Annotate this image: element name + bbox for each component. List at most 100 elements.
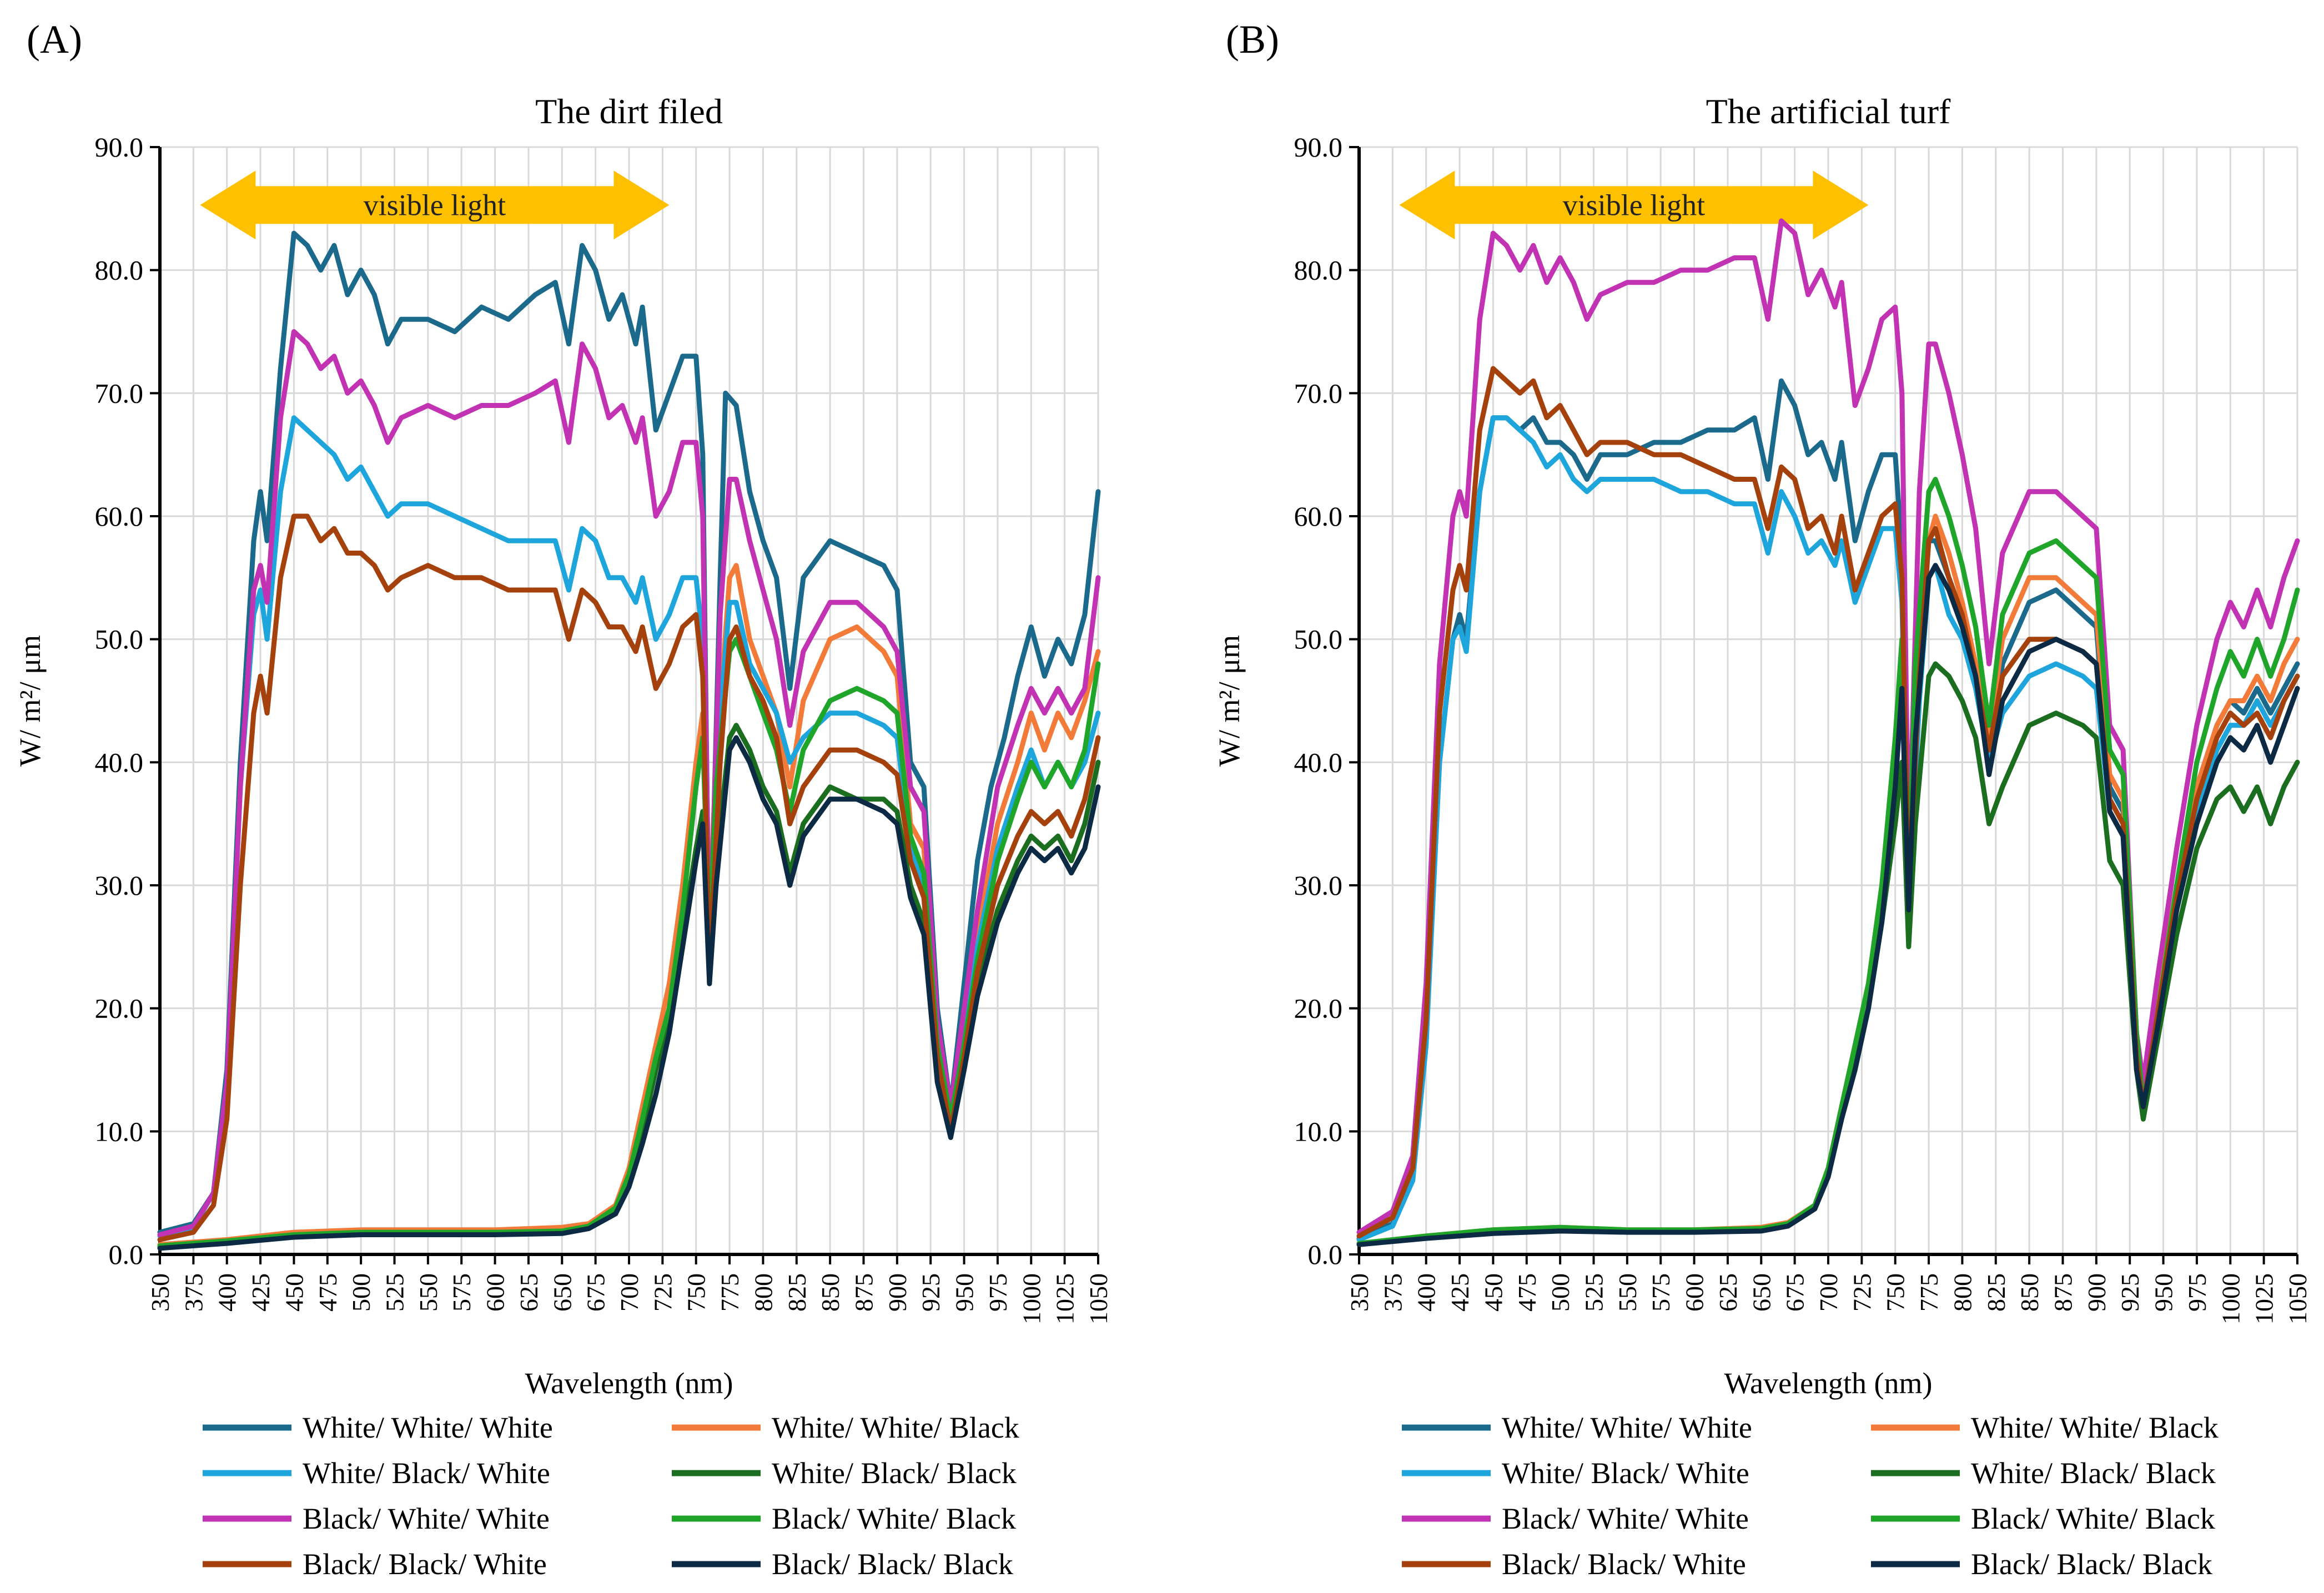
x-tick-label: 875	[2049, 1273, 2077, 1312]
legend-label: White/ Black/ Black	[772, 1456, 1017, 1490]
legend-label: White/ White/ White	[1502, 1411, 1752, 1444]
x-axis-title: Wavelength (nm)	[1724, 1367, 1932, 1400]
x-tick-label: 750	[1882, 1273, 1910, 1312]
x-tick-label: 525	[1580, 1273, 1608, 1312]
x-tick-label: 1050	[1084, 1273, 1113, 1324]
x-tick-label: 825	[1982, 1273, 2010, 1312]
legend-label: White/ White/ Black	[1971, 1411, 2219, 1444]
x-tick-label: 775	[716, 1273, 744, 1312]
chart-dirt-field: (A) The dirt filed 350 375 400 425 450 475 500 52…	[13, 17, 1113, 1581]
y-axis-title: W/ m²/ μm	[13, 635, 47, 767]
chart-title: The dirt filed	[535, 92, 723, 131]
x-tick-label: 1000	[1017, 1273, 1045, 1324]
panel-label: (A)	[27, 17, 82, 62]
x-tick-label: 750	[682, 1273, 711, 1312]
x-tick-label: 575	[1647, 1273, 1675, 1312]
x-tick-label: 850	[816, 1273, 844, 1312]
x-tick-label: 900	[883, 1273, 912, 1312]
y-tick-label: 60.0	[1294, 501, 1343, 532]
legend-label: Black/ White/ Black	[772, 1502, 1016, 1535]
series-line	[157, 735, 1101, 1251]
series-line	[1356, 563, 2300, 1247]
y-tick-label: 80.0	[95, 255, 144, 286]
legend-label: White/ Black/ Black	[1971, 1456, 2216, 1490]
series-line	[157, 329, 1101, 1237]
y-tick-label: 30.0	[1294, 870, 1343, 901]
x-tick-label: 425	[247, 1273, 275, 1312]
x-tick-label: 350	[1345, 1273, 1374, 1312]
x-tick-label: 575	[447, 1273, 476, 1312]
y-tick-label: 70.0	[95, 377, 144, 409]
x-tick-label: 900	[2082, 1273, 2111, 1312]
x-tick-label: 500	[347, 1273, 375, 1312]
x-tick-label: 725	[648, 1273, 677, 1312]
legend-label: White/ White/ Black	[772, 1411, 1019, 1444]
x-tick-label: 400	[1412, 1273, 1441, 1312]
x-tick-label: 525	[381, 1273, 409, 1312]
x-tick-label: 700	[615, 1273, 643, 1312]
x-tick-label: 450	[280, 1273, 308, 1312]
x-tick-label: 800	[1948, 1273, 1976, 1312]
legend-label: Black/ Black/ Black	[772, 1547, 1013, 1581]
x-tick-label: 650	[1747, 1273, 1775, 1312]
x-tick-label: 725	[1848, 1273, 1876, 1312]
y-tick-label: 50.0	[1294, 624, 1343, 655]
legend-label: Black/ White/ White	[1502, 1502, 1749, 1535]
y-tick-label: 0.0	[1308, 1239, 1343, 1270]
x-tick-label: 1000	[2216, 1273, 2245, 1324]
x-tick-label: 550	[1613, 1273, 1642, 1312]
y-tick-label: 30.0	[95, 870, 144, 901]
x-tick-label: 475	[1513, 1273, 1541, 1312]
x-tick-label: 650	[548, 1273, 576, 1312]
x-tick-label: 925	[2116, 1273, 2144, 1312]
x-axis-title: Wavelength (nm)	[525, 1367, 733, 1400]
y-tick-label: 80.0	[1294, 255, 1343, 286]
legend-label: White/ Black/ White	[1502, 1456, 1749, 1490]
x-tick-label: 1025	[2250, 1273, 2278, 1324]
y-tick-label: 40.0	[1294, 747, 1343, 778]
x-tick-label: 625	[515, 1273, 543, 1312]
x-tick-label: 950	[2150, 1273, 2178, 1312]
x-tick-label: 825	[783, 1273, 811, 1312]
x-tick-label: 475	[314, 1273, 342, 1312]
visible-light-arrow	[200, 170, 670, 240]
visible-light-arrow	[1399, 170, 1869, 240]
y-tick-label: 0.0	[109, 1239, 144, 1270]
x-tick-label: 675	[1781, 1273, 1809, 1312]
x-tick-label: 375	[1379, 1273, 1407, 1312]
x-tick-label: 425	[1446, 1273, 1474, 1312]
legend-label: White/ White/ White	[303, 1411, 553, 1444]
x-tick-label: 600	[481, 1273, 510, 1312]
x-tick-label: 450	[1479, 1273, 1507, 1312]
x-tick-label: 850	[2015, 1273, 2044, 1312]
x-tick-label: 975	[984, 1273, 1012, 1312]
x-tick-label: 400	[213, 1273, 242, 1312]
legend-label: White/ Black/ White	[303, 1456, 550, 1490]
legend-label: Black/ White/ Black	[1971, 1502, 2215, 1535]
y-tick-label: 90.0	[1294, 132, 1343, 163]
legend-label: Black/ White/ White	[303, 1502, 550, 1535]
y-tick-label: 50.0	[95, 624, 144, 655]
x-tick-label: 925	[917, 1273, 945, 1312]
legend-label: Black/ Black/ Black	[1971, 1547, 2212, 1581]
y-axis-title: W/ m²/ μm	[1213, 635, 1246, 767]
x-tick-label: 375	[179, 1273, 208, 1312]
y-tick-label: 70.0	[1294, 377, 1343, 409]
visible-light-label: visible light	[1563, 188, 1706, 221]
x-tick-label: 550	[414, 1273, 442, 1312]
x-tick-label: 875	[850, 1273, 878, 1312]
y-tick-label: 90.0	[95, 132, 144, 163]
y-tick-label: 10.0	[95, 1116, 144, 1147]
x-tick-label: 1025	[1051, 1273, 1079, 1324]
legend-label: Black/ Black/ White	[1502, 1547, 1746, 1581]
panel-label: (B)	[1226, 17, 1279, 62]
legend-label: Black/ Black/ White	[303, 1547, 547, 1581]
x-tick-label: 625	[1714, 1273, 1742, 1312]
series-line	[157, 513, 1101, 1242]
y-tick-label: 40.0	[95, 747, 144, 778]
y-tick-label: 10.0	[1294, 1116, 1343, 1147]
x-tick-label: 800	[749, 1273, 777, 1312]
x-tick-label: 775	[1915, 1273, 1943, 1312]
x-tick-label: 600	[1681, 1273, 1709, 1312]
visible-light-label: visible light	[364, 188, 506, 221]
